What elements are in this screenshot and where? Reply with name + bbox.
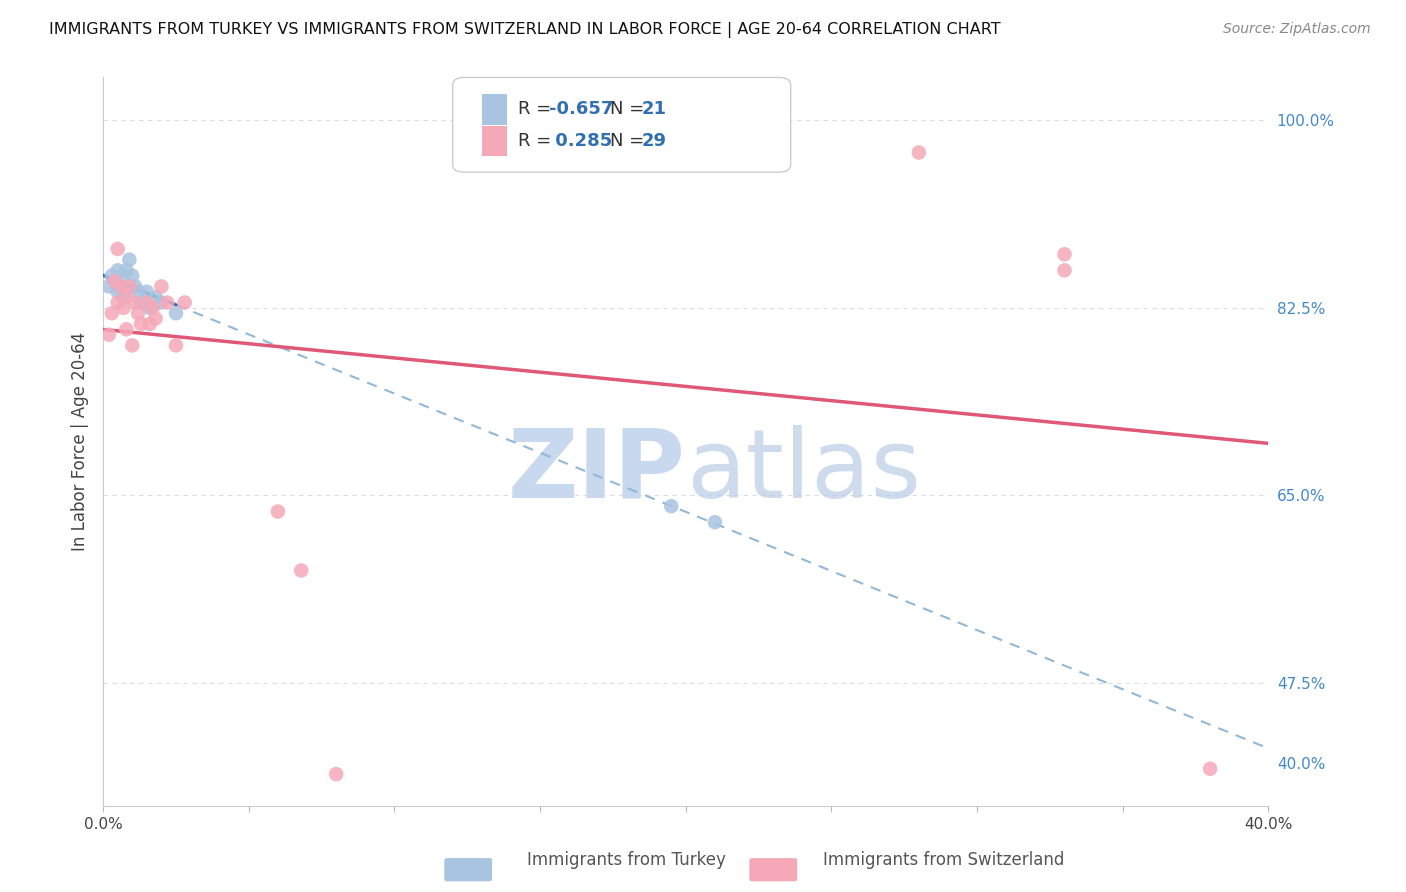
Point — [145, 290, 167, 304]
Point — [124, 295, 146, 310]
Text: N =: N = — [610, 100, 650, 118]
Text: -0.657: -0.657 — [550, 100, 614, 118]
Point — [97, 279, 120, 293]
FancyBboxPatch shape — [453, 78, 790, 172]
Point — [118, 279, 141, 293]
Point — [101, 268, 124, 283]
Point — [121, 338, 143, 352]
Point — [121, 268, 143, 283]
Point — [107, 285, 129, 299]
Point — [112, 301, 135, 315]
Point — [139, 301, 162, 315]
Point — [115, 290, 138, 304]
Text: Immigrants from Turkey: Immigrants from Turkey — [527, 851, 725, 869]
Point — [659, 499, 682, 513]
Point — [110, 279, 132, 293]
Point — [145, 311, 167, 326]
Point — [1053, 263, 1076, 277]
Point — [267, 504, 290, 518]
Point — [115, 322, 138, 336]
Point — [908, 145, 931, 160]
Point — [142, 301, 165, 315]
Point — [112, 268, 135, 283]
Point — [107, 263, 129, 277]
Point — [150, 295, 173, 310]
Text: Source: ZipAtlas.com: Source: ZipAtlas.com — [1223, 22, 1371, 37]
Point — [135, 295, 157, 310]
Point — [135, 285, 157, 299]
Text: 21: 21 — [641, 100, 666, 118]
Bar — [482, 126, 508, 156]
Point — [703, 515, 725, 529]
Point — [127, 285, 149, 299]
Point — [150, 279, 173, 293]
Point — [124, 279, 146, 293]
Text: IMMIGRANTS FROM TURKEY VS IMMIGRANTS FROM SWITZERLAND IN LABOR FORCE | AGE 20-64: IMMIGRANTS FROM TURKEY VS IMMIGRANTS FRO… — [49, 22, 1001, 38]
Text: R =: R = — [517, 132, 557, 150]
Point — [129, 295, 152, 310]
Text: Immigrants from Switzerland: Immigrants from Switzerland — [823, 851, 1064, 869]
Point — [118, 252, 141, 267]
Y-axis label: In Labor Force | Age 20-64: In Labor Force | Age 20-64 — [72, 333, 89, 551]
Point — [156, 295, 179, 310]
Point — [139, 317, 162, 331]
Text: R =: R = — [517, 100, 557, 118]
Text: N =: N = — [610, 132, 650, 150]
Text: 0.285: 0.285 — [550, 132, 613, 150]
Text: 29: 29 — [641, 132, 666, 150]
Point — [1053, 247, 1076, 261]
Point — [104, 274, 127, 288]
Point — [110, 279, 132, 293]
Bar — [482, 95, 508, 125]
Point — [107, 242, 129, 256]
Point — [104, 274, 127, 288]
Point — [290, 564, 312, 578]
Point — [101, 306, 124, 320]
Point — [165, 306, 187, 320]
Point — [129, 317, 152, 331]
Point — [1199, 762, 1222, 776]
Point — [325, 767, 347, 781]
Point — [165, 338, 187, 352]
Point — [127, 306, 149, 320]
Point — [115, 263, 138, 277]
Point — [173, 295, 195, 310]
Point — [112, 290, 135, 304]
Point — [107, 295, 129, 310]
Text: ZIP: ZIP — [508, 425, 686, 517]
Text: atlas: atlas — [686, 425, 921, 517]
Point — [97, 327, 120, 342]
